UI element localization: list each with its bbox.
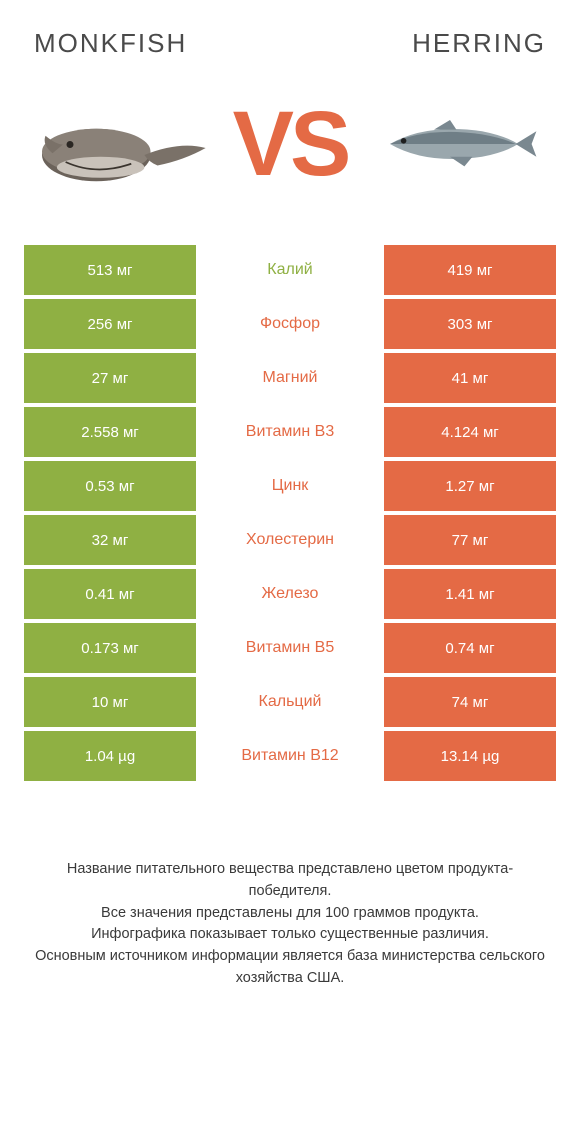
table-row: 256 мгФосфор303 мг — [24, 299, 556, 349]
left-value: 32 мг — [24, 515, 196, 565]
nutrient-label: Магний — [196, 353, 384, 403]
table-row: 1.04 µgВитамин B1213.14 µg — [24, 731, 556, 781]
right-value: 303 мг — [384, 299, 556, 349]
table-row: 0.173 мгВитамин B50.74 мг — [24, 623, 556, 673]
right-title: HERRING — [412, 28, 556, 59]
right-value: 77 мг — [384, 515, 556, 565]
nutrient-label: Цинк — [196, 461, 384, 511]
nutrient-label: Витамин B3 — [196, 407, 384, 457]
herring-icon — [368, 79, 548, 209]
nutrient-label: Холестерин — [196, 515, 384, 565]
footnote-line: Основным источником информации является … — [32, 946, 548, 990]
nutrient-label: Витамин B5 — [196, 623, 384, 673]
right-value: 13.14 µg — [384, 731, 556, 781]
left-value: 256 мг — [24, 299, 196, 349]
left-value: 0.173 мг — [24, 623, 196, 673]
nutrient-label: Калий — [196, 245, 384, 295]
table-row: 27 мгМагний41 мг — [24, 353, 556, 403]
right-value: 419 мг — [384, 245, 556, 295]
right-value: 0.74 мг — [384, 623, 556, 673]
right-value: 1.41 мг — [384, 569, 556, 619]
table-row: 0.41 мгЖелезо1.41 мг — [24, 569, 556, 619]
left-title: MONKFISH — [24, 28, 187, 59]
images-row: VS — [24, 75, 556, 209]
left-value: 0.41 мг — [24, 569, 196, 619]
nutrient-label: Кальций — [196, 677, 384, 727]
right-value: 41 мг — [384, 353, 556, 403]
footnote-line: Все значения представлены для 100 граммо… — [32, 903, 548, 925]
right-value: 74 мг — [384, 677, 556, 727]
table-row: 2.558 мгВитамин B34.124 мг — [24, 407, 556, 457]
nutrient-label: Железо — [196, 569, 384, 619]
header: MONKFISH HERRING — [24, 28, 556, 59]
table-row: 0.53 мгЦинк1.27 мг — [24, 461, 556, 511]
left-value: 27 мг — [24, 353, 196, 403]
nutrient-label: Витамин B12 — [196, 731, 384, 781]
monkfish-icon — [32, 79, 212, 209]
table-row: 32 мгХолестерин77 мг — [24, 515, 556, 565]
table-row: 10 мгКальций74 мг — [24, 677, 556, 727]
left-value: 1.04 µg — [24, 731, 196, 781]
table-row: 513 мгКалий419 мг — [24, 245, 556, 295]
left-value: 513 мг — [24, 245, 196, 295]
nutrient-label: Фосфор — [196, 299, 384, 349]
footnote-line: Инфографика показывает только существенн… — [32, 924, 548, 946]
left-value: 0.53 мг — [24, 461, 196, 511]
right-value: 4.124 мг — [384, 407, 556, 457]
left-value: 10 мг — [24, 677, 196, 727]
right-value: 1.27 мг — [384, 461, 556, 511]
left-value: 2.558 мг — [24, 407, 196, 457]
footnote-line: Название питательного вещества представл… — [32, 859, 548, 903]
vs-label: VS — [233, 98, 348, 190]
comparison-table: 513 мгКалий419 мг256 мгФосфор303 мг27 мг… — [24, 245, 556, 781]
footnote: Название питательного вещества представл… — [24, 859, 556, 990]
